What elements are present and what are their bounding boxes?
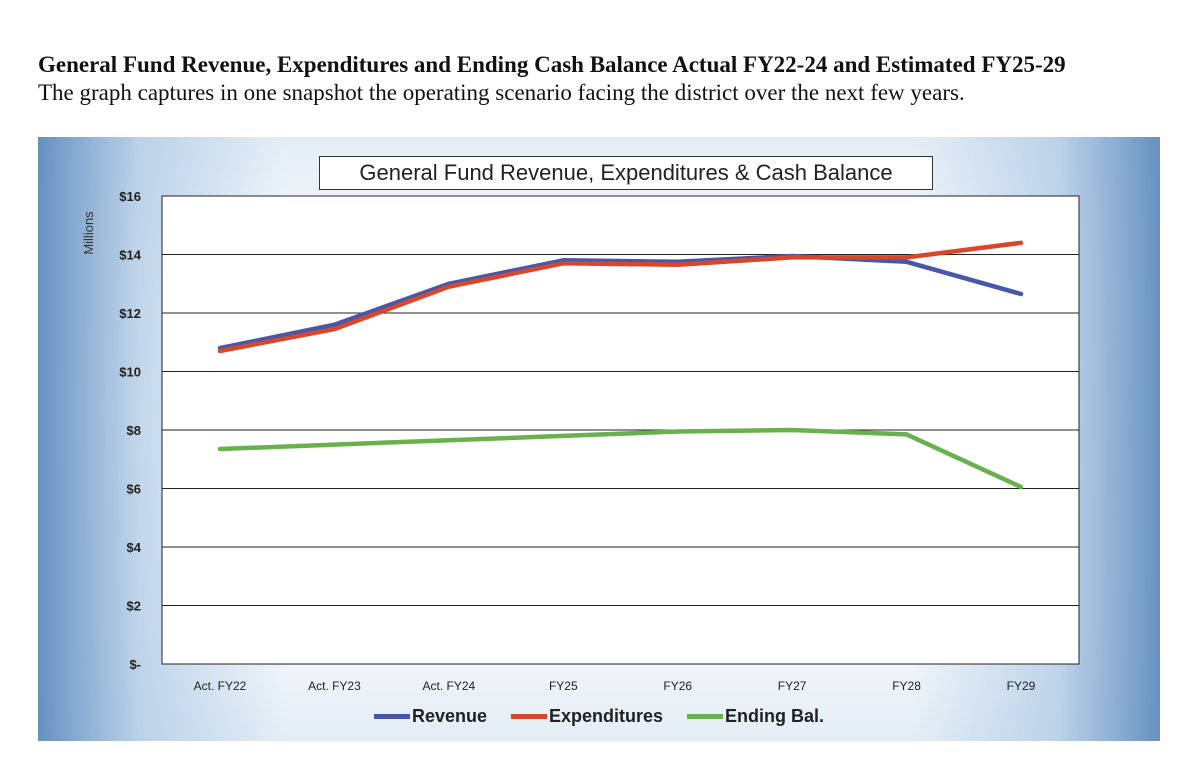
x-tick-label: FY27: [778, 679, 807, 693]
x-tick-label: FY25: [549, 679, 578, 693]
y-tick-label: $16: [119, 189, 141, 204]
series-lines: [217, 240, 1024, 490]
legend-item: Revenue: [373, 705, 487, 727]
legend-swatch: [511, 713, 547, 719]
x-tick-label: Act. FY22: [194, 679, 247, 693]
document-subheading: The graph captures in one snapshot the o…: [38, 80, 965, 105]
x-tick-label: Act. FY24: [423, 679, 476, 693]
legend-swatch: [687, 713, 724, 719]
series-line-revenue: [217, 253, 1024, 351]
legend-item: Ending Bal.: [687, 706, 824, 727]
chart-title: General Fund Revenue, Expenditures & Cas…: [319, 156, 933, 190]
y-tick-label: $14: [119, 248, 141, 263]
y-tick-label: $12: [119, 306, 141, 321]
document-heading: General Fund Revenue, Expenditures and E…: [38, 52, 1066, 77]
legend-label: Expenditures: [549, 705, 664, 726]
chart-panel: $- $2 $4 $6 $8 $10 $12 $14 $16 Act. FY22 Act. FY2…: [38, 137, 1160, 741]
y-tick-label: $2: [127, 599, 141, 614]
x-tick-label: Act. FY23: [308, 679, 361, 693]
line-chart: $-$2$4$6$8$10$12$14$16 Act. FY22 Act. FY2…: [81, 189, 1080, 693]
y-tick-label: $4: [127, 540, 142, 555]
y-tick-label: $6: [127, 482, 141, 497]
x-tick-label: FY26: [663, 679, 692, 693]
x-tick-label: FY29: [1007, 679, 1036, 693]
y-tick-label: $8: [127, 423, 141, 438]
y-axis-label: Millions: [81, 211, 96, 255]
chart-legend: Revenue Expenditures Ending Bal.: [38, 704, 1160, 728]
series-line-ending-bal: [217, 427, 1024, 490]
series-line-expenditures: [217, 240, 1024, 354]
x-axis-ticks: Act. FY22 Act. FY23 Act. FY24 FY25 FY26 FY27 F…: [194, 679, 1036, 693]
y-tick-label: $-: [129, 657, 141, 672]
legend-label: Revenue: [411, 705, 487, 726]
x-tick-label: FY28: [892, 679, 921, 693]
y-axis-ticks: $- $2 $4 $6 $8 $10 $12 $14 $16: [119, 189, 141, 672]
y-tick-label: $10: [119, 365, 141, 380]
legend-label: Ending Bal.: [725, 705, 825, 726]
legend-swatch: [373, 713, 410, 719]
legend-item: Expenditures: [511, 706, 663, 727]
